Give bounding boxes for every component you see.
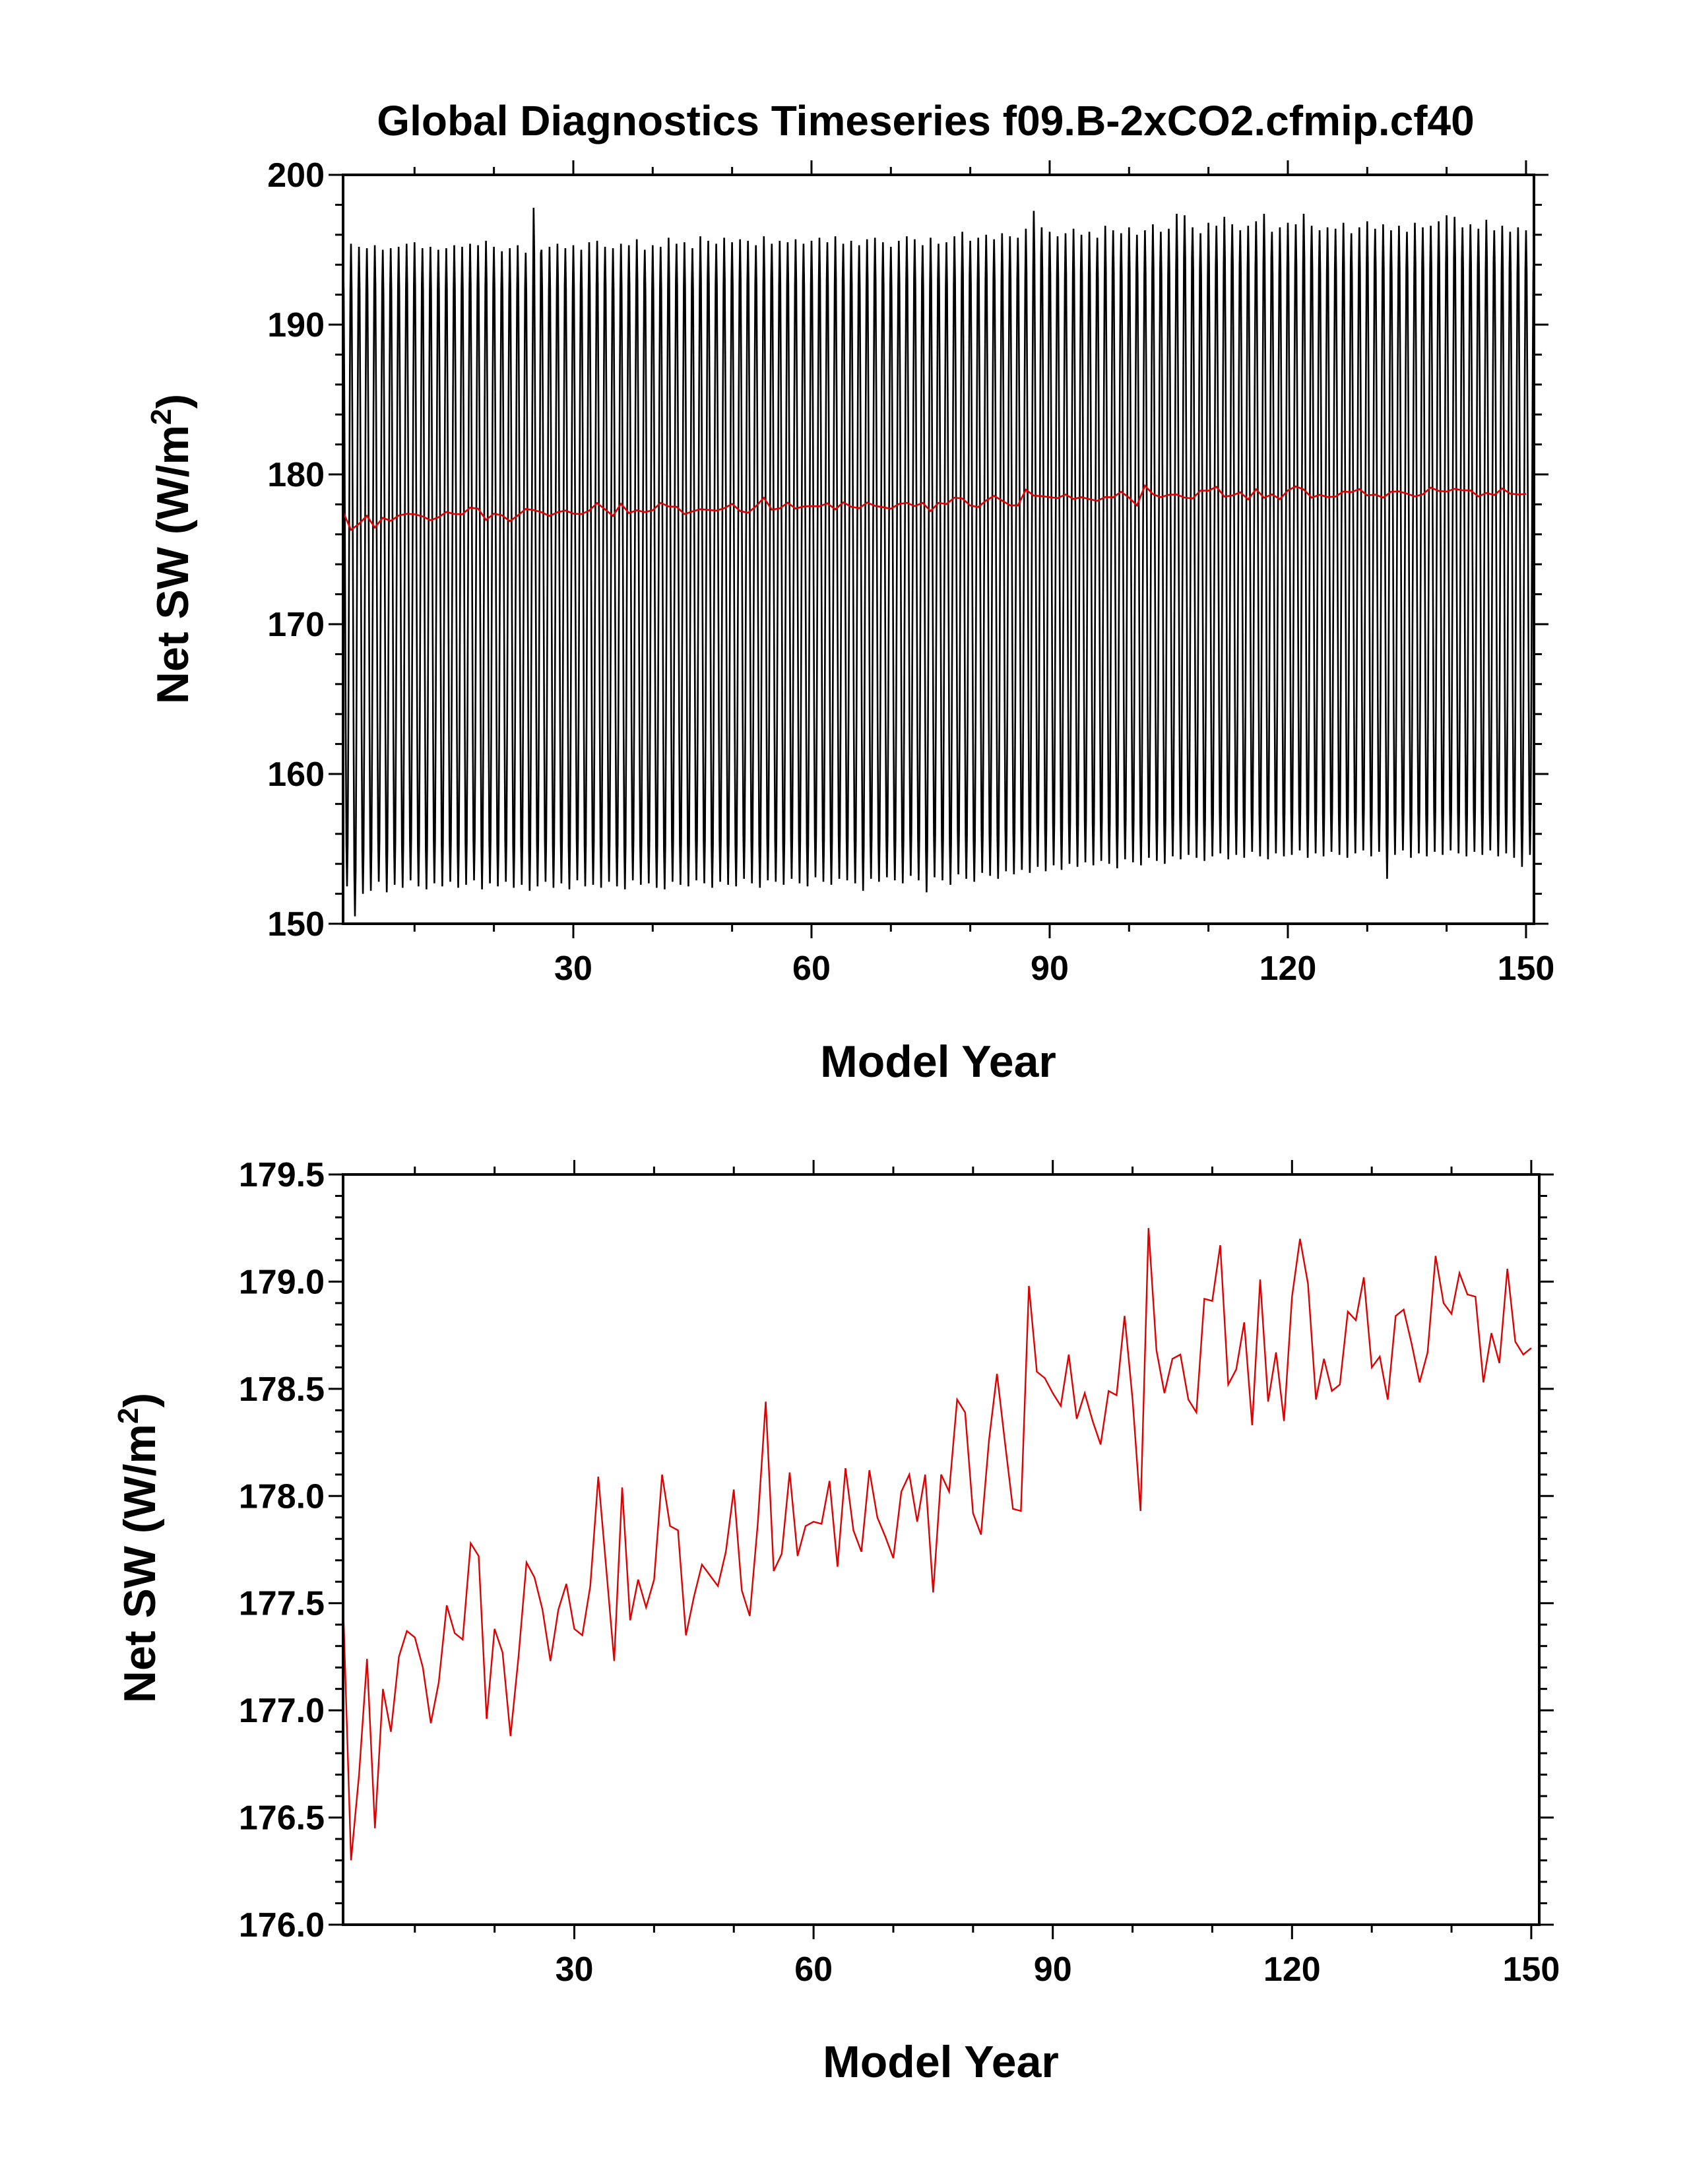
bottom-y-axis-label-sup: 2 bbox=[112, 1408, 144, 1424]
bottom-x-tick-label: 120 bbox=[1263, 1950, 1321, 1989]
top-x-tick-label: 60 bbox=[792, 949, 831, 988]
top-x-axis-label: Model Year bbox=[820, 1037, 1056, 1087]
bottom-y-tick-label: 179.0 bbox=[239, 1263, 325, 1301]
bottom-y-tick-label: 178.0 bbox=[239, 1477, 325, 1516]
top-y-axis-label: Net SW (W/m2) bbox=[145, 394, 198, 704]
bottom-y-tick-label: 179.5 bbox=[239, 1156, 325, 1194]
bottom-panel: 30 60 90 120 150 176.0 176.5 177.0 177.5 178.0 178… bbox=[112, 1156, 1560, 2087]
bottom-plot-frame bbox=[342, 1173, 1541, 1926]
top-y-tick-label: 180 bbox=[267, 456, 325, 494]
top-y-tick-label: 170 bbox=[267, 606, 325, 644]
top-plot-frame bbox=[342, 174, 1535, 925]
bottom-x-axis-label: Model Year bbox=[823, 2037, 1059, 2087]
figure-title: Global Diagnostics Timeseries f09.B-2xCO… bbox=[377, 97, 1474, 145]
bottom-y-tick-label: 177.5 bbox=[239, 1585, 325, 1623]
bottom-x-tick-label: 90 bbox=[1034, 1950, 1072, 1989]
top-x-tick-label: 150 bbox=[1498, 949, 1555, 988]
top-y-axis-label-sup: 2 bbox=[145, 409, 177, 425]
bottom-axes: 30 60 90 120 150 176.0 176.5 177.0 177.5 178.0 178… bbox=[239, 1156, 1560, 1989]
top-y-axis-label-main: Net SW (W/m bbox=[148, 425, 198, 704]
bottom-annual-series-line bbox=[342, 1228, 1532, 1861]
top-y-tick-label: 190 bbox=[267, 306, 325, 344]
top-y-tick-label: 200 bbox=[267, 156, 325, 195]
bottom-plot-data bbox=[342, 1228, 1532, 1861]
top-y-axis-label-close: ) bbox=[148, 394, 198, 409]
bottom-y-axis-label-main: Net SW (W/m bbox=[115, 1424, 165, 1703]
top-x-tick-label: 90 bbox=[1031, 949, 1069, 988]
top-panel: 30 60 90 120 150 150 160 170 180 190 200 Model Yea… bbox=[145, 156, 1554, 1087]
top-monthly-series-line bbox=[342, 207, 1535, 916]
top-axes: 30 60 90 120 150 150 160 170 180 190 200 bbox=[267, 156, 1554, 988]
bottom-y-tick-label: 177.0 bbox=[239, 1692, 325, 1730]
top-x-tick-label: 120 bbox=[1259, 949, 1317, 988]
bottom-y-axis-label: Net SW (W/m2) bbox=[112, 1393, 165, 1703]
top-y-tick-label: 160 bbox=[267, 755, 325, 794]
top-y-tick-label: 150 bbox=[267, 905, 325, 944]
bottom-x-tick-label: 30 bbox=[556, 1950, 594, 1989]
top-plot-data bbox=[342, 207, 1535, 916]
top-x-tick-label: 30 bbox=[554, 949, 592, 988]
bottom-x-tick-label: 60 bbox=[794, 1950, 833, 1989]
bottom-x-tick-label: 150 bbox=[1503, 1950, 1560, 1989]
bottom-y-tick-label: 178.5 bbox=[239, 1370, 325, 1409]
bottom-y-axis-label-close: ) bbox=[115, 1393, 165, 1408]
bottom-y-tick-label: 176.0 bbox=[239, 1906, 325, 1944]
bottom-y-tick-label: 176.5 bbox=[239, 1799, 325, 1838]
top-annual-series-line bbox=[342, 484, 1527, 532]
